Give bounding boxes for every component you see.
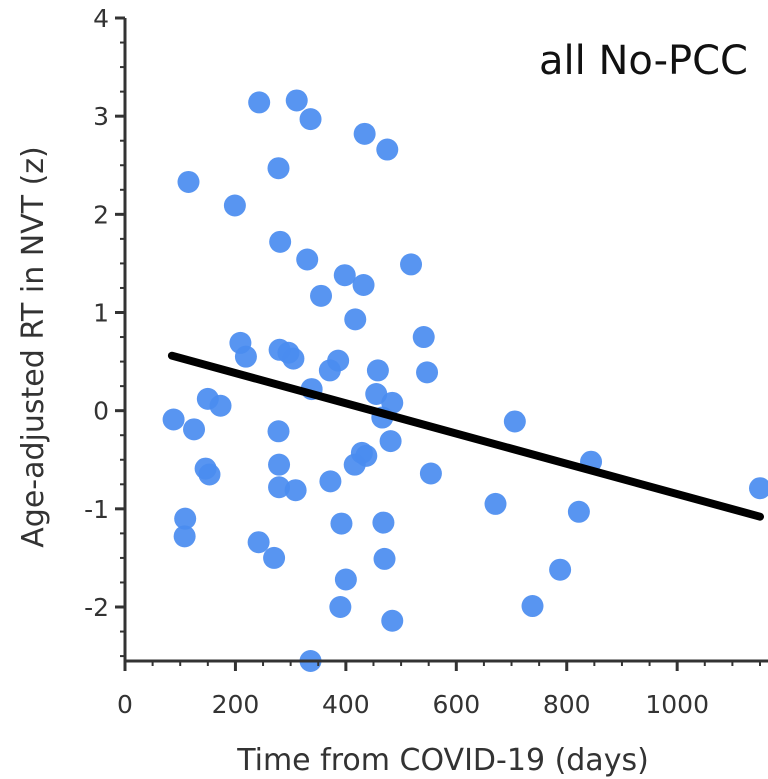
data-point bbox=[412, 326, 435, 349]
data-point bbox=[372, 511, 395, 534]
data-point bbox=[419, 462, 442, 485]
x-tick-label: 1000 bbox=[645, 690, 709, 719]
data-point bbox=[484, 492, 507, 515]
data-point bbox=[263, 546, 286, 569]
y-tick-label: -2 bbox=[84, 593, 109, 622]
data-point bbox=[329, 596, 352, 619]
data-point bbox=[296, 248, 319, 271]
y-tick-label: 2 bbox=[93, 200, 109, 229]
data-point bbox=[284, 479, 307, 502]
x-tick-label: 800 bbox=[543, 690, 591, 719]
data-point bbox=[333, 264, 356, 287]
y-axis-title: Age-adjusted RT in NVT (z) bbox=[16, 146, 51, 547]
data-point bbox=[352, 274, 375, 297]
y-tick-label: -1 bbox=[84, 495, 109, 524]
data-point bbox=[400, 253, 423, 276]
y-tick-label: 1 bbox=[93, 299, 109, 328]
data-point bbox=[162, 408, 185, 431]
data-point bbox=[749, 477, 768, 500]
data-point bbox=[223, 194, 246, 217]
x-tick-label: 0 bbox=[117, 690, 133, 719]
data-point bbox=[365, 382, 388, 405]
data-point bbox=[310, 284, 333, 307]
y-tick-label: 4 bbox=[93, 4, 109, 33]
data-point bbox=[198, 463, 221, 486]
y-tick-label: 3 bbox=[93, 102, 109, 131]
tick-labels: -2 -1 0 1 2 3 4 0 200 400 600 800 1000 bbox=[84, 4, 709, 719]
data-point bbox=[567, 500, 590, 523]
data-point bbox=[521, 595, 544, 618]
data-point bbox=[268, 476, 291, 499]
data-point bbox=[267, 157, 290, 180]
x-tick-label: 200 bbox=[212, 690, 260, 719]
data-point bbox=[234, 345, 257, 368]
data-point bbox=[376, 138, 399, 161]
data-point bbox=[248, 91, 271, 114]
regression-line bbox=[167, 351, 764, 521]
x-axis-title: Time from COVID-19 (days) bbox=[236, 743, 649, 778]
annotation-label: all No-PCC bbox=[539, 38, 748, 84]
x-tick-label: 600 bbox=[432, 690, 480, 719]
x-tick-label: 400 bbox=[322, 690, 370, 719]
data-point bbox=[299, 108, 322, 131]
data-point bbox=[353, 122, 376, 145]
axes bbox=[115, 16, 768, 671]
data-point bbox=[373, 547, 396, 570]
data-point bbox=[334, 568, 357, 591]
plot-area bbox=[162, 89, 768, 672]
data-point bbox=[381, 609, 404, 632]
data-point bbox=[247, 531, 270, 554]
data-point bbox=[177, 170, 200, 193]
data-point bbox=[379, 430, 402, 453]
data-point bbox=[343, 453, 366, 476]
y-tick-label: 0 bbox=[93, 397, 109, 426]
data-point bbox=[267, 420, 290, 443]
data-point bbox=[282, 347, 305, 370]
data-point bbox=[366, 359, 389, 382]
data-point bbox=[183, 418, 206, 441]
data-point bbox=[503, 410, 526, 433]
data-point bbox=[549, 558, 572, 581]
data-point bbox=[174, 507, 197, 530]
data-point bbox=[209, 394, 232, 417]
data-point bbox=[173, 525, 196, 548]
data-point bbox=[319, 470, 342, 493]
data-point bbox=[269, 230, 292, 253]
data-point bbox=[330, 512, 353, 535]
data-point bbox=[344, 308, 367, 331]
data-point bbox=[318, 359, 341, 382]
data-point bbox=[416, 361, 439, 384]
data-point bbox=[285, 89, 308, 112]
data-point bbox=[268, 453, 291, 476]
